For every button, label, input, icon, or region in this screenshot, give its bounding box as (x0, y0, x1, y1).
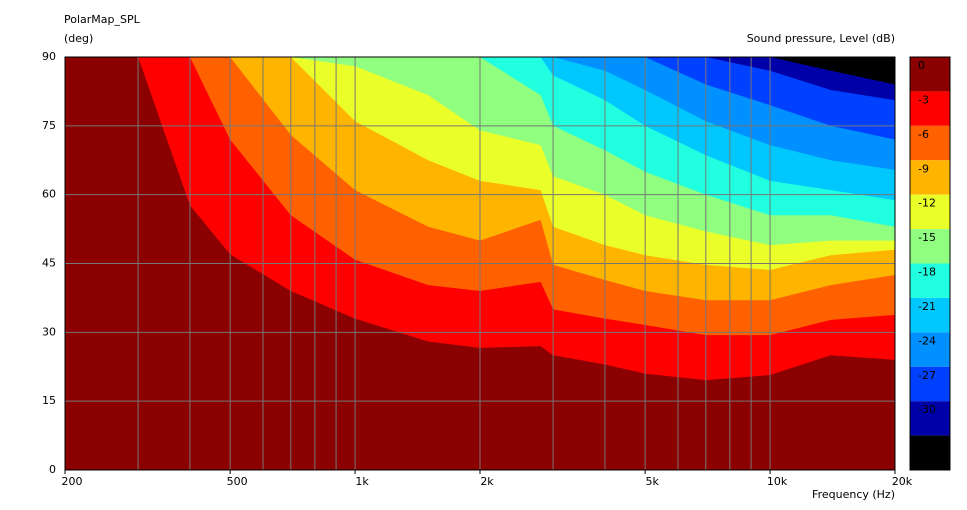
x-tick-label: 500 (227, 475, 248, 488)
x-axis-label: Frequency (Hz) (812, 488, 895, 501)
colorbar-border (909, 56, 951, 471)
colorbar-label: -33 (918, 438, 936, 451)
colorbar-band (910, 91, 950, 126)
y-tick-label: 30 (42, 325, 56, 338)
x-tick-label: 10k (767, 475, 788, 488)
plot-border (64, 56, 896, 471)
y-tick-label: 90 (42, 50, 56, 63)
colorbar-band (910, 229, 950, 264)
colorbar-label: -30 (918, 403, 936, 416)
colorbar-band (910, 435, 950, 470)
colorbar-band (910, 263, 950, 298)
x-tick-label: 2k (480, 475, 494, 488)
colorbar-band (910, 401, 950, 436)
y-tick-label: 75 (42, 119, 56, 132)
colorbar-band (910, 332, 950, 367)
colorbar-label: -3 (918, 93, 929, 106)
y-tick-label: 60 (42, 188, 56, 201)
colorbar-band (910, 297, 950, 333)
chart-title: PolarMap_SPL (64, 13, 141, 26)
y-tick-label: 15 (42, 394, 56, 407)
colorbar-band (910, 57, 950, 92)
colorbar-label: -21 (918, 300, 936, 313)
colorbar-label: -15 (918, 231, 936, 244)
colorbar-label: -24 (918, 334, 936, 347)
x-tick-label: 20k (892, 475, 913, 488)
colorbar-band (910, 194, 950, 230)
colorbar-label: -6 (918, 128, 929, 141)
colorbar-label: -9 (918, 162, 929, 175)
colorbar-label: -12 (918, 197, 936, 210)
colorbar-label: -27 (918, 369, 936, 382)
colorbar-band (910, 366, 950, 402)
colorbar-band (910, 160, 950, 195)
x-tick-label: 200 (62, 475, 83, 488)
contour-band (65, 57, 895, 85)
y-tick-label: 0 (49, 463, 56, 476)
y-tick-label: 45 (42, 257, 56, 270)
x-tick-label: 1k (355, 475, 369, 488)
colorbar-label: -18 (918, 266, 936, 279)
contour-band (65, 57, 895, 170)
colorbar-label: 0 (918, 59, 925, 72)
colorbar-band (910, 125, 950, 161)
x-tick-label: 5k (645, 475, 659, 488)
y-axis-label: (deg) (64, 32, 93, 45)
colorbar-label: Sound pressure, Level (dB) (747, 32, 895, 45)
